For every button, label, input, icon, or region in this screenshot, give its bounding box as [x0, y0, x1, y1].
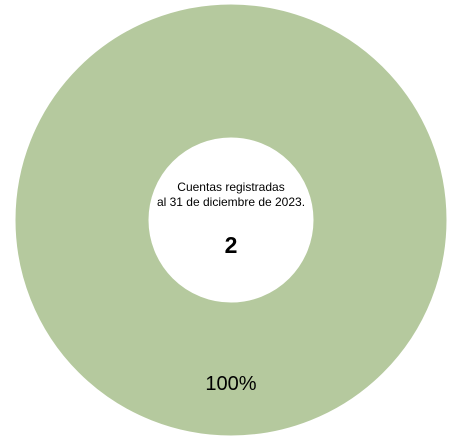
donut-slices [14, 3, 448, 437]
slice-labels: 100% [205, 373, 256, 395]
slice-label-0: 100% [205, 373, 256, 395]
donut-slice-0 [14, 3, 448, 437]
center-caption-line-2: al 31 de diciembre de 2023. [157, 195, 305, 209]
center-total-value: 2 [225, 232, 238, 258]
center-caption-line-1: Cuentas registradas [177, 180, 284, 194]
